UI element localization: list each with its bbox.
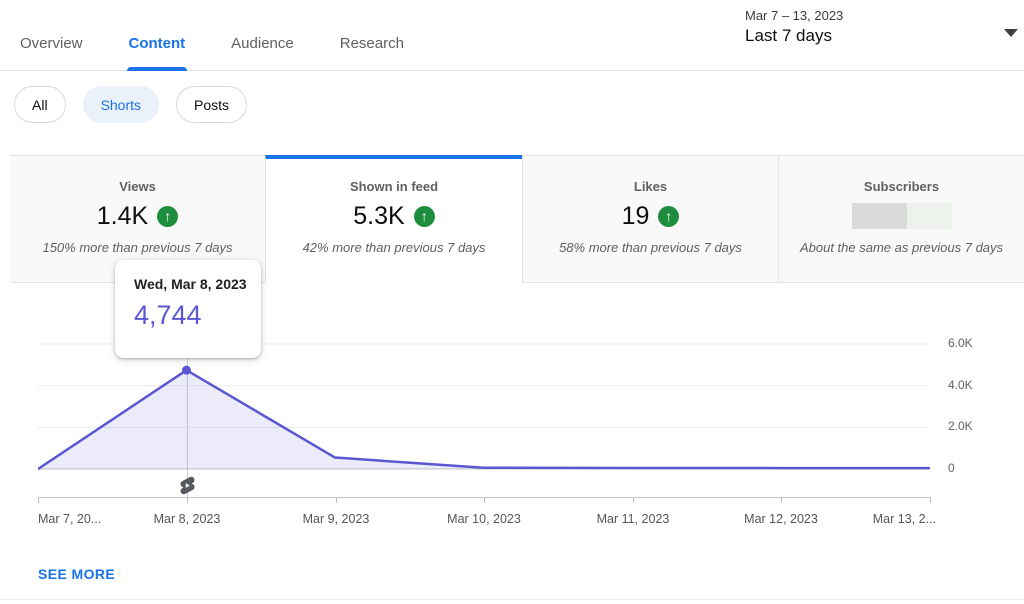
chip-posts[interactable]: Posts	[176, 86, 248, 123]
date-range-picker[interactable]: Mar 7 – 13, 2023 Last 7 days	[745, 8, 843, 46]
metric-label: Subscribers	[863, 179, 940, 194]
shown-in-feed-chart[interactable]	[38, 330, 930, 470]
date-range-text: Mar 7 – 13, 2023	[745, 8, 844, 23]
tab-audience[interactable]: Audience	[231, 35, 294, 52]
redacted-block	[851, 203, 907, 229]
x-axis-label: Mar 10, 2023	[447, 512, 521, 526]
trend-up-icon: ↑	[658, 205, 680, 227]
redacted-value	[851, 203, 952, 229]
redacted-block	[906, 203, 952, 229]
y-axis-tick: 2.0K	[948, 419, 973, 433]
section-divider	[0, 599, 1024, 600]
chip-shorts[interactable]: Shorts	[82, 86, 160, 123]
chart-crosshair-line	[187, 333, 188, 497]
metric-value: 1.4K	[96, 201, 149, 230]
date-preset-text: Last 7 days	[745, 26, 832, 45]
metric-label: Views	[119, 179, 156, 194]
metric-tabs: Views 1.4K ↑ 150% more than previous 7 d…	[10, 155, 1024, 283]
metric-compare-text: About the same as previous 7 days	[799, 240, 1004, 255]
x-axis-label: Mar 9, 2023	[302, 512, 370, 526]
analytics-nav-tabs: Overview Content Audience Research	[20, 33, 404, 71]
x-axis-tickmark	[781, 497, 782, 503]
x-axis-tickmark	[336, 497, 337, 503]
y-axis-tick: 0	[948, 461, 955, 475]
x-axis-tickmark	[930, 497, 931, 503]
metric-value: 19	[621, 201, 650, 230]
metric-tab-subscribers[interactable]: Subscribers About the same as previous 7…	[778, 155, 1024, 283]
tab-content[interactable]: Content	[126, 33, 187, 71]
tab-research[interactable]: Research	[339, 35, 404, 52]
tooltip-value: 4,744	[134, 300, 202, 330]
shorts-icon	[180, 476, 195, 495]
x-axis-label: Mar 11, 2023	[596, 512, 670, 526]
x-axis-tickmark	[633, 497, 634, 503]
metric-tab-shown-in-feed[interactable]: Shown in feed 5.3K ↑ 42% more than previ…	[265, 155, 522, 283]
chip-all[interactable]: All	[14, 86, 66, 123]
tab-overview[interactable]: Overview	[20, 35, 83, 52]
trend-up-icon: ↑	[413, 205, 435, 227]
y-axis-tick: 6.0K	[948, 336, 973, 350]
metric-label: Shown in feed	[349, 179, 439, 194]
metric-label: Likes	[633, 179, 668, 194]
y-axis-tick: 4.0K	[948, 378, 973, 392]
metric-compare-text: 150% more than previous 7 days	[42, 240, 233, 255]
x-axis-label: Mar 12, 2023	[744, 512, 818, 526]
metric-compare-text: 58% more than previous 7 days	[559, 240, 742, 255]
x-axis-tickmark	[38, 497, 39, 503]
x-axis-label: Mar 13, 2...	[872, 512, 936, 526]
metric-compare-text: 42% more than previous 7 days	[302, 240, 486, 255]
metric-value: 5.3K	[353, 201, 405, 230]
see-more-link[interactable]: SEE MORE	[38, 566, 116, 582]
content-type-filters: All Shorts Posts	[14, 86, 248, 123]
metric-tab-likes[interactable]: Likes 19 ↑ 58% more than previous 7 days	[522, 155, 778, 283]
trend-up-icon: ↑	[157, 205, 179, 227]
chevron-down-icon[interactable]	[1004, 29, 1018, 37]
tooltip-date: Wed, Mar 8, 2023	[134, 276, 247, 292]
chart-tooltip: Wed, Mar 8, 2023 4,744	[115, 260, 261, 358]
x-axis-label: Mar 8, 2023	[153, 512, 221, 526]
x-axis-tickmark	[187, 497, 188, 503]
analytics-header: Overview Content Audience Research Mar 7…	[0, 0, 1024, 71]
x-axis-label: Mar 7, 20...	[38, 512, 102, 526]
x-axis-tickmark	[484, 497, 485, 503]
